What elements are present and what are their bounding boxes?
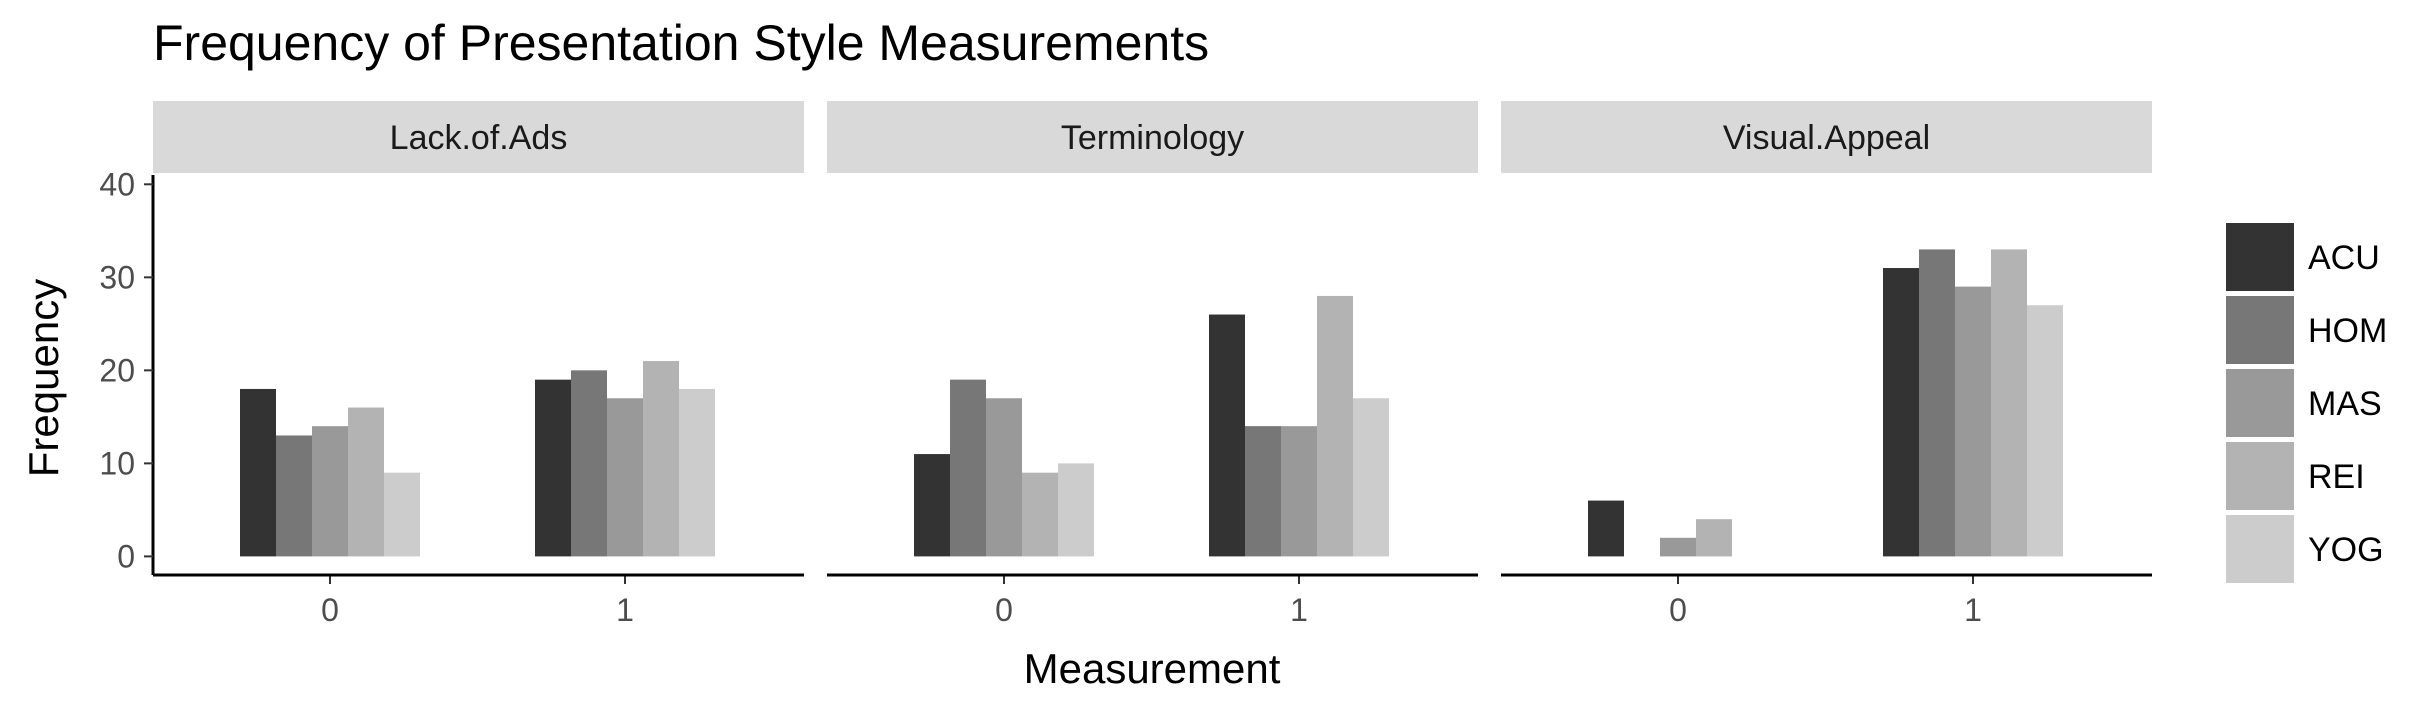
legend-label: ACU: [2308, 239, 2380, 277]
bar-hom-1: [1919, 249, 1955, 557]
x-tick-label: 1: [1964, 592, 1982, 628]
facet-panel-1: Terminology 0 1: [827, 101, 1478, 628]
legend-item-rei: REI: [2226, 442, 2365, 510]
x-tick-label: 1: [616, 592, 634, 628]
bar-acu-0: [1588, 500, 1624, 557]
legend-label: YOG: [2308, 531, 2384, 569]
legend-label: REI: [2308, 458, 2365, 496]
bar-mas-1: [607, 398, 643, 557]
legend-item-yog: YOG: [2226, 515, 2384, 583]
y-tick-label: 0: [117, 538, 135, 574]
bar-acu-0: [240, 388, 276, 557]
bar-rei-0: [1696, 519, 1732, 557]
bar-rei-1: [1991, 249, 2027, 557]
facet-strip-label: Lack.of.Ads: [390, 119, 568, 157]
bar-hom-0: [950, 379, 986, 557]
facet-strip-bg: [1501, 101, 2152, 173]
x-tick-label: 0: [321, 592, 339, 628]
x-tick-label: 1: [1290, 592, 1308, 628]
facet-strip-label: Terminology: [1061, 119, 1244, 157]
legend-key: [2226, 296, 2294, 364]
bar-yog-0: [384, 472, 420, 557]
y-tick-label: 40: [99, 166, 135, 202]
facet-strip-bg: [153, 101, 804, 173]
bar-mas-0: [986, 398, 1022, 557]
bar-rei-1: [643, 361, 679, 557]
legend-item-hom: HOM: [2226, 296, 2387, 364]
y-tick-label: 20: [99, 352, 135, 388]
bar-rei-0: [1022, 472, 1058, 557]
y-tick-label: 10: [99, 445, 135, 481]
facet-strip-label: Visual.Appeal: [1723, 119, 1930, 157]
y-axis-title: Frequency: [20, 279, 67, 477]
x-tick-label: 0: [1669, 592, 1687, 628]
bar-yog-0: [1058, 463, 1094, 557]
bar-rei-0: [348, 407, 384, 557]
legend-key: [2226, 223, 2294, 291]
chart-title: Frequency of Presentation Style Measurem…: [153, 15, 1209, 71]
bar-yog-1: [679, 388, 715, 557]
bar-yog-1: [1353, 398, 1389, 557]
legend-label: HOM: [2308, 312, 2387, 350]
legend-key: [2226, 515, 2294, 583]
bar-acu-1: [1209, 314, 1245, 557]
bar-hom-0: [276, 435, 312, 557]
legend: ACU HOM MAS REI YOG: [2226, 223, 2387, 583]
bar-mas-1: [1281, 426, 1317, 557]
legend-key: [2226, 369, 2294, 437]
bar-yog-1: [2027, 305, 2063, 557]
bar-acu-1: [535, 379, 571, 557]
bar-hom-1: [571, 370, 607, 557]
bar-hom-1: [1245, 426, 1281, 557]
bar-mas-1: [1955, 286, 1991, 557]
legend-item-mas: MAS: [2226, 369, 2382, 437]
bar-mas-0: [312, 426, 348, 557]
facet-panel-2: Visual.Appeal 0 1: [1501, 101, 2152, 628]
x-axis-title: Measurement: [1024, 645, 1281, 692]
bar-acu-0: [914, 454, 950, 557]
legend-key: [2226, 442, 2294, 510]
y-tick-label: 30: [99, 259, 135, 295]
bar-rei-1: [1317, 295, 1353, 557]
facet-strip-bg: [827, 101, 1478, 173]
x-tick-label: 0: [995, 592, 1013, 628]
legend-label: MAS: [2308, 385, 2382, 423]
legend-item-acu: ACU: [2226, 223, 2380, 291]
bar-acu-1: [1883, 268, 1919, 557]
bar-mas-0: [1660, 537, 1696, 557]
